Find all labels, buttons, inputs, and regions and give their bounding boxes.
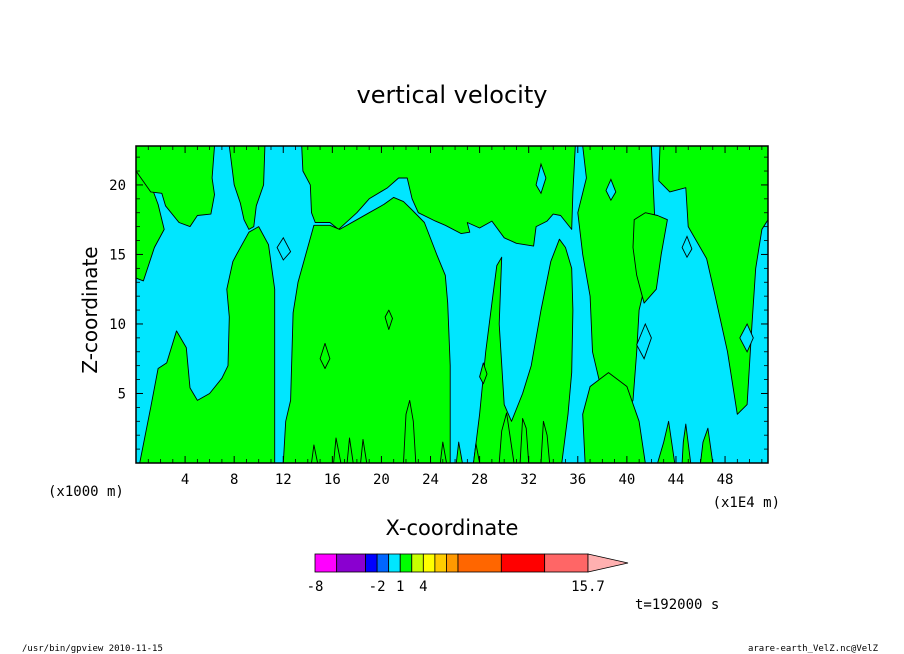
x-axis-label: X-coordinate	[386, 516, 519, 540]
positive-region-r11	[582, 372, 646, 464]
colorbar-arrow	[587, 553, 629, 573]
x-tick-label: 4	[181, 472, 189, 488]
contour-islands	[276, 162, 754, 360]
x-tick-label: 8	[230, 472, 238, 488]
x-axis-unit: (x1E4 m)	[713, 495, 780, 511]
y-tick-label: 10	[109, 317, 126, 333]
y-axis-unit: (x1000 m)	[48, 484, 124, 500]
negative-island-b4	[681, 235, 693, 259]
y-tick-label: 20	[109, 178, 126, 194]
positive-region-r6	[282, 196, 451, 464]
x-tick-label: 32	[520, 472, 537, 488]
y-axis: 5 10 15 20	[109, 156, 768, 450]
x-tick-label: 28	[471, 472, 488, 488]
y-axis-label: Z-coordinate	[78, 246, 102, 373]
positive-region-r26	[384, 309, 393, 330]
x-tick-label: 44	[668, 472, 685, 488]
negative-island-b6	[605, 178, 617, 202]
footer-left: /usr/bin/gpview 2010-11-15	[22, 644, 163, 654]
chart-title: vertical velocity	[357, 81, 548, 109]
colorbar-swatch	[500, 553, 546, 573]
positive-region-r3	[228, 145, 266, 230]
colorbar-label: -8	[307, 579, 324, 595]
colorbar-label: -2	[369, 579, 386, 595]
x-axis: 4 8 12 16 20 24 28 32 36 40 44 48	[147, 146, 763, 488]
colorbar-swatch	[365, 553, 378, 573]
positive-region-r2	[135, 145, 215, 228]
colorbar-swatch	[388, 553, 401, 573]
colorbar-label: 1	[396, 579, 404, 595]
x-tick-label: 40	[618, 472, 635, 488]
colorbar-swatch	[411, 553, 424, 573]
negative-island-b2	[739, 322, 754, 353]
positive-region-r27	[479, 362, 488, 385]
time-label: t=192000 s	[635, 597, 719, 613]
colorbar-swatch	[399, 553, 413, 573]
colorbar-label: 4	[419, 579, 427, 595]
colorbar-swatch	[422, 553, 436, 573]
plot-area	[135, 145, 769, 464]
positive-region-r4	[301, 145, 576, 247]
x-tick-label: 36	[569, 472, 586, 488]
positive-region-r5	[139, 226, 276, 464]
positive-region-r7	[473, 238, 574, 464]
colorbar-swatch	[446, 553, 459, 573]
positive-region-r9	[658, 145, 769, 415]
contour-regions	[135, 145, 769, 464]
footer-right: arare-earth_VelZ.nc@VelZ	[748, 644, 879, 654]
positive-region-r28	[319, 342, 331, 369]
colorbar-swatch	[336, 553, 366, 573]
negative-island-b5	[535, 162, 547, 195]
colorbar-swatch	[376, 553, 390, 573]
y-tick-label: 5	[118, 386, 126, 402]
x-tick-label: 48	[717, 472, 734, 488]
colorbar-swatch	[544, 553, 589, 573]
y-tick-label: 15	[109, 247, 126, 263]
x-tick-label: 20	[373, 472, 390, 488]
negative-island-b1	[636, 322, 652, 360]
colorbar-swatch	[314, 553, 338, 573]
colorbar-label: 15.7	[571, 579, 605, 595]
colorbar-swatch	[457, 553, 502, 573]
colorbar: -8 -2 1 4 15.7	[307, 553, 629, 595]
x-tick-label: 12	[275, 472, 292, 488]
colorbar-swatch	[434, 553, 447, 573]
positive-region-r10	[632, 212, 668, 304]
x-tick-label: 16	[324, 472, 341, 488]
plot-frame	[135, 145, 769, 464]
x-tick-label: 24	[422, 472, 439, 488]
negative-island-b3	[276, 236, 292, 261]
